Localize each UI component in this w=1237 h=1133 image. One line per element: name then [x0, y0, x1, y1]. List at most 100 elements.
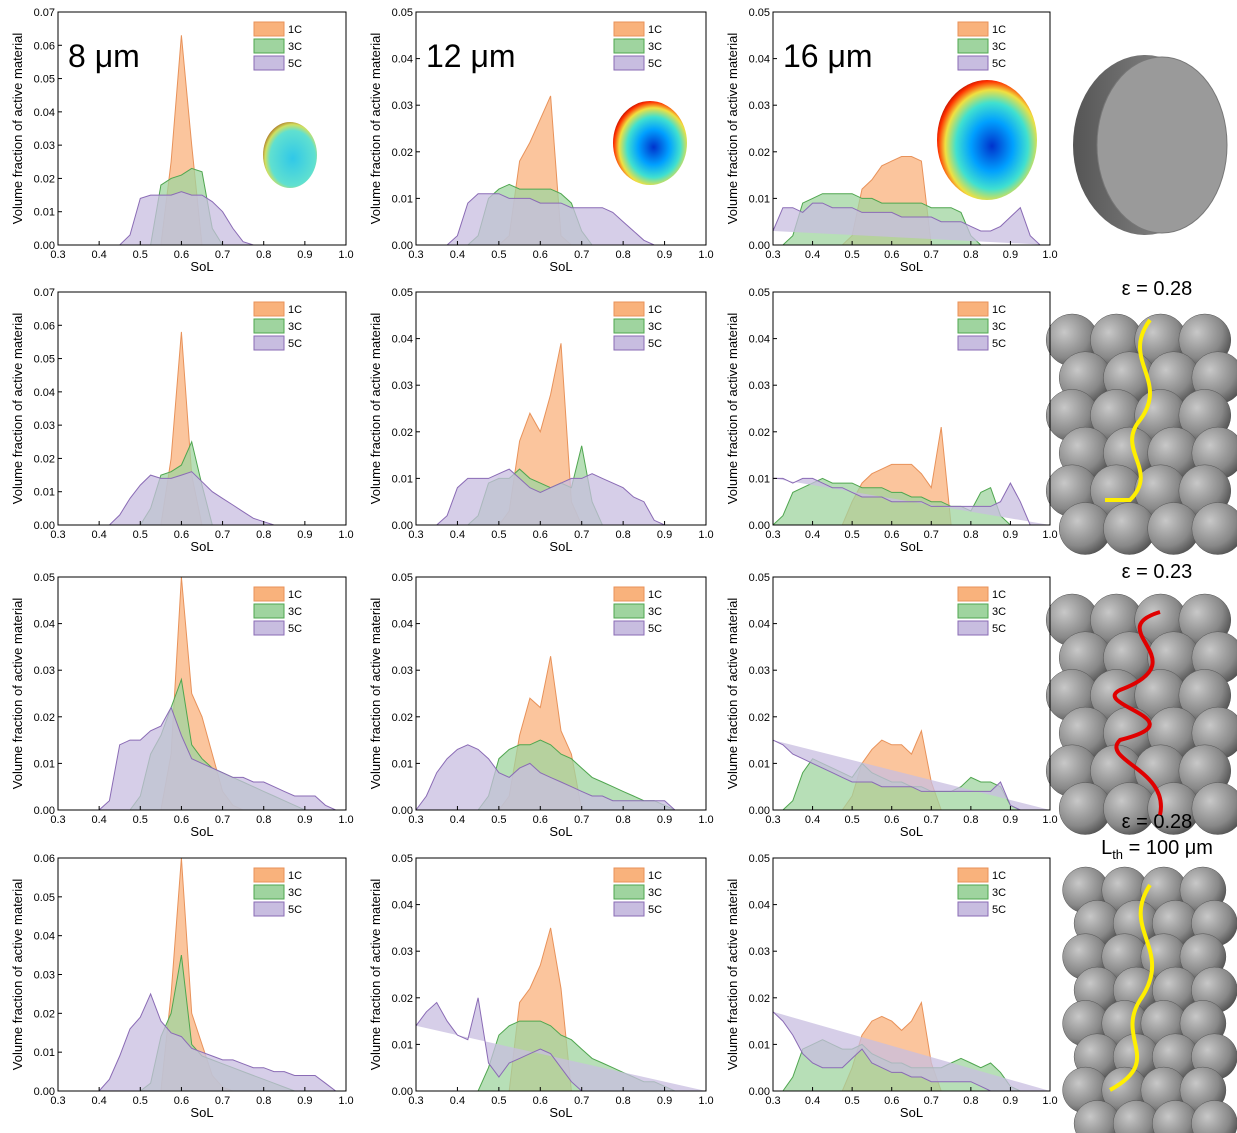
x-tick-label: 1.0 [338, 1095, 353, 1107]
area [58, 192, 346, 245]
y-tick-label: 0.01 [749, 193, 770, 205]
x-tick-label: 0.6 [884, 1095, 899, 1107]
y-tick-label: 0.04 [749, 619, 770, 631]
legend-swatch [614, 587, 644, 601]
x-tick-label: 0.7 [215, 249, 230, 261]
legend-label: 1C [992, 304, 1006, 316]
x-tick-label: 0.7 [924, 814, 939, 826]
x-tick-label: 0.7 [924, 249, 939, 261]
x-tick-label: 0.9 [1003, 814, 1018, 826]
chart: 0.000.010.020.030.040.050.30.40.50.60.70… [368, 287, 714, 554]
x-tick-label: 0.7 [574, 529, 589, 541]
chart: 0.000.010.020.030.040.050.30.40.50.60.70… [725, 572, 1058, 839]
legend-label: 1C [288, 304, 302, 316]
chart: 0.000.010.020.030.040.050.30.40.50.60.70… [368, 853, 714, 1120]
particle-inset [613, 101, 687, 185]
x-tick-label: 0.3 [50, 814, 65, 826]
x-tick-label: 0.9 [657, 249, 672, 261]
size-annotation: 8 μm [68, 38, 140, 74]
x-tick-label: 0.8 [615, 249, 630, 261]
y-axis-label: Volume fraction of active material [368, 598, 383, 790]
x-tick-label: 0.5 [491, 1095, 506, 1107]
legend-label: 3C [288, 606, 302, 618]
x-tick-label: 0.4 [91, 1095, 106, 1107]
x-tick-label: 0.3 [50, 249, 65, 261]
legend-label: 3C [992, 41, 1006, 53]
y-tick-label: 0.02 [392, 147, 413, 159]
legend-label: 1C [648, 589, 662, 601]
x-tick-label: 0.6 [533, 249, 548, 261]
y-tick-label: 0.01 [392, 758, 413, 770]
legend-label: 3C [288, 41, 302, 53]
thickness-text: = 100 μm [1123, 837, 1213, 859]
y-tick-label: 0.03 [392, 380, 413, 392]
legend-label: 1C [288, 589, 302, 601]
x-tick-label: 0.7 [215, 1095, 230, 1107]
legend-label: 5C [648, 623, 662, 635]
chart: 0.000.010.020.030.040.050.30.40.50.60.70… [725, 853, 1058, 1120]
y-tick-label: 0.02 [34, 712, 55, 724]
legend-swatch [614, 621, 644, 635]
page: ε = 0.28 ε = 0.23 ε = 0.28 Lth = 100 μm … [0, 0, 1237, 1133]
legend-swatch [958, 604, 988, 618]
legend-swatch [614, 39, 644, 53]
legend-label: 5C [648, 58, 662, 70]
size-annotation: 16 μm [783, 38, 873, 74]
y-tick-label: 0.04 [34, 387, 55, 399]
legend-swatch [614, 885, 644, 899]
y-tick-label: 0.03 [34, 140, 55, 152]
x-tick-label: 0.6 [174, 249, 189, 261]
y-tick-label: 0.02 [392, 712, 413, 724]
x-tick-label: 0.5 [133, 1095, 148, 1107]
chart: 0.000.010.020.030.040.050.30.40.50.60.70… [10, 572, 354, 839]
x-tick-label: 0.9 [297, 814, 312, 826]
y-tick-label: 0.04 [392, 54, 413, 66]
x-tick-label: 0.8 [256, 814, 271, 826]
x-axis-label: SoL [549, 1105, 572, 1120]
y-tick-label: 0.01 [34, 207, 55, 219]
x-tick-label: 0.3 [765, 1095, 780, 1107]
legend-label: 1C [992, 589, 1006, 601]
x-tick-label: 0.3 [50, 529, 65, 541]
y-tick-label: 0.01 [34, 487, 55, 499]
legend-swatch [254, 56, 284, 70]
x-tick-label: 0.7 [574, 814, 589, 826]
x-tick-label: 0.3 [408, 814, 423, 826]
x-tick-label: 0.6 [174, 529, 189, 541]
legend-label: 5C [992, 338, 1006, 350]
y-tick-label: 0.04 [392, 900, 413, 912]
x-axis-label: SoL [190, 824, 213, 839]
x-axis-label: SoL [549, 259, 572, 274]
x-tick-label: 0.8 [963, 814, 978, 826]
x-tick-label: 0.7 [574, 1095, 589, 1107]
x-tick-label: 0.3 [408, 529, 423, 541]
x-tick-label: 0.8 [256, 529, 271, 541]
y-tick-label: 0.05 [749, 7, 770, 19]
area [58, 472, 346, 525]
legend-swatch [614, 302, 644, 316]
x-tick-label: 1.0 [698, 814, 713, 826]
insets [263, 55, 1227, 235]
chart: 0.000.010.020.030.040.050.30.40.50.60.70… [725, 287, 1058, 554]
x-tick-label: 0.9 [657, 814, 672, 826]
thickness-symbol: L [1101, 837, 1112, 859]
x-tick-label: 1.0 [698, 1095, 713, 1107]
y-tick-label: 0.02 [34, 1008, 55, 1020]
y-tick-label: 0.04 [34, 619, 55, 631]
size-annotation: 12 μm [426, 38, 516, 74]
legend-swatch [254, 885, 284, 899]
legend-swatch [254, 621, 284, 635]
x-tick-label: 0.8 [256, 249, 271, 261]
legend-label: 3C [288, 321, 302, 333]
legend-label: 3C [992, 606, 1006, 618]
legend-swatch [958, 885, 988, 899]
y-tick-label: 0.05 [749, 572, 770, 584]
x-axis-label: SoL [190, 259, 213, 274]
x-tick-label: 0.3 [50, 1095, 65, 1107]
porosity-label: ε = 0.28 [1122, 811, 1193, 833]
legend-label: 5C [288, 623, 302, 635]
y-tick-label: 0.03 [749, 665, 770, 677]
x-tick-label: 0.3 [408, 249, 423, 261]
y-tick-label: 0.04 [749, 334, 770, 346]
legend-label: 5C [992, 623, 1006, 635]
